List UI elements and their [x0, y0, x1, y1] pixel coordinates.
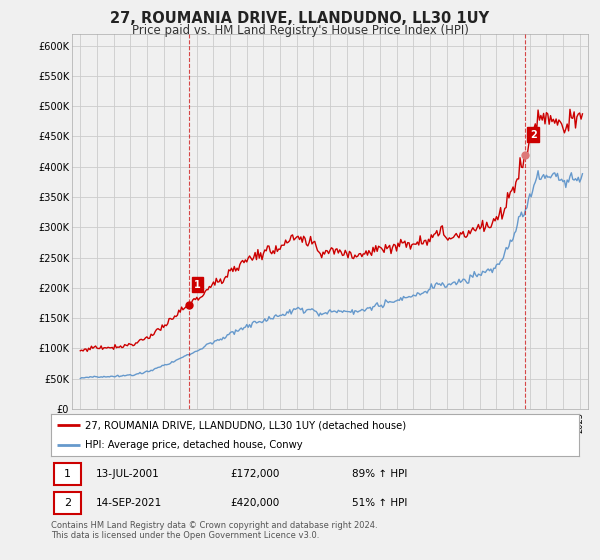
Bar	[53, 463, 81, 485]
Text: 1: 1	[194, 280, 201, 290]
Text: Price paid vs. HM Land Registry's House Price Index (HPI): Price paid vs. HM Land Registry's House …	[131, 24, 469, 37]
Text: 2: 2	[64, 498, 71, 508]
Text: 89% ↑ HPI: 89% ↑ HPI	[352, 469, 407, 479]
Text: 51% ↑ HPI: 51% ↑ HPI	[352, 498, 407, 508]
Bar	[53, 492, 81, 514]
Text: 2: 2	[530, 130, 536, 139]
Text: Contains HM Land Registry data © Crown copyright and database right 2024.
This d: Contains HM Land Registry data © Crown c…	[51, 521, 377, 540]
Text: 27, ROUMANIA DRIVE, LLANDUDNO, LL30 1UY: 27, ROUMANIA DRIVE, LLANDUDNO, LL30 1UY	[110, 11, 490, 26]
Text: £172,000: £172,000	[230, 469, 280, 479]
Text: 27, ROUMANIA DRIVE, LLANDUDNO, LL30 1UY (detached house): 27, ROUMANIA DRIVE, LLANDUDNO, LL30 1UY …	[85, 421, 406, 430]
Text: 1: 1	[64, 469, 71, 479]
Text: 14-SEP-2021: 14-SEP-2021	[96, 498, 162, 508]
Text: HPI: Average price, detached house, Conwy: HPI: Average price, detached house, Conw…	[85, 441, 303, 450]
Text: 13-JUL-2001: 13-JUL-2001	[96, 469, 160, 479]
Text: £420,000: £420,000	[230, 498, 280, 508]
